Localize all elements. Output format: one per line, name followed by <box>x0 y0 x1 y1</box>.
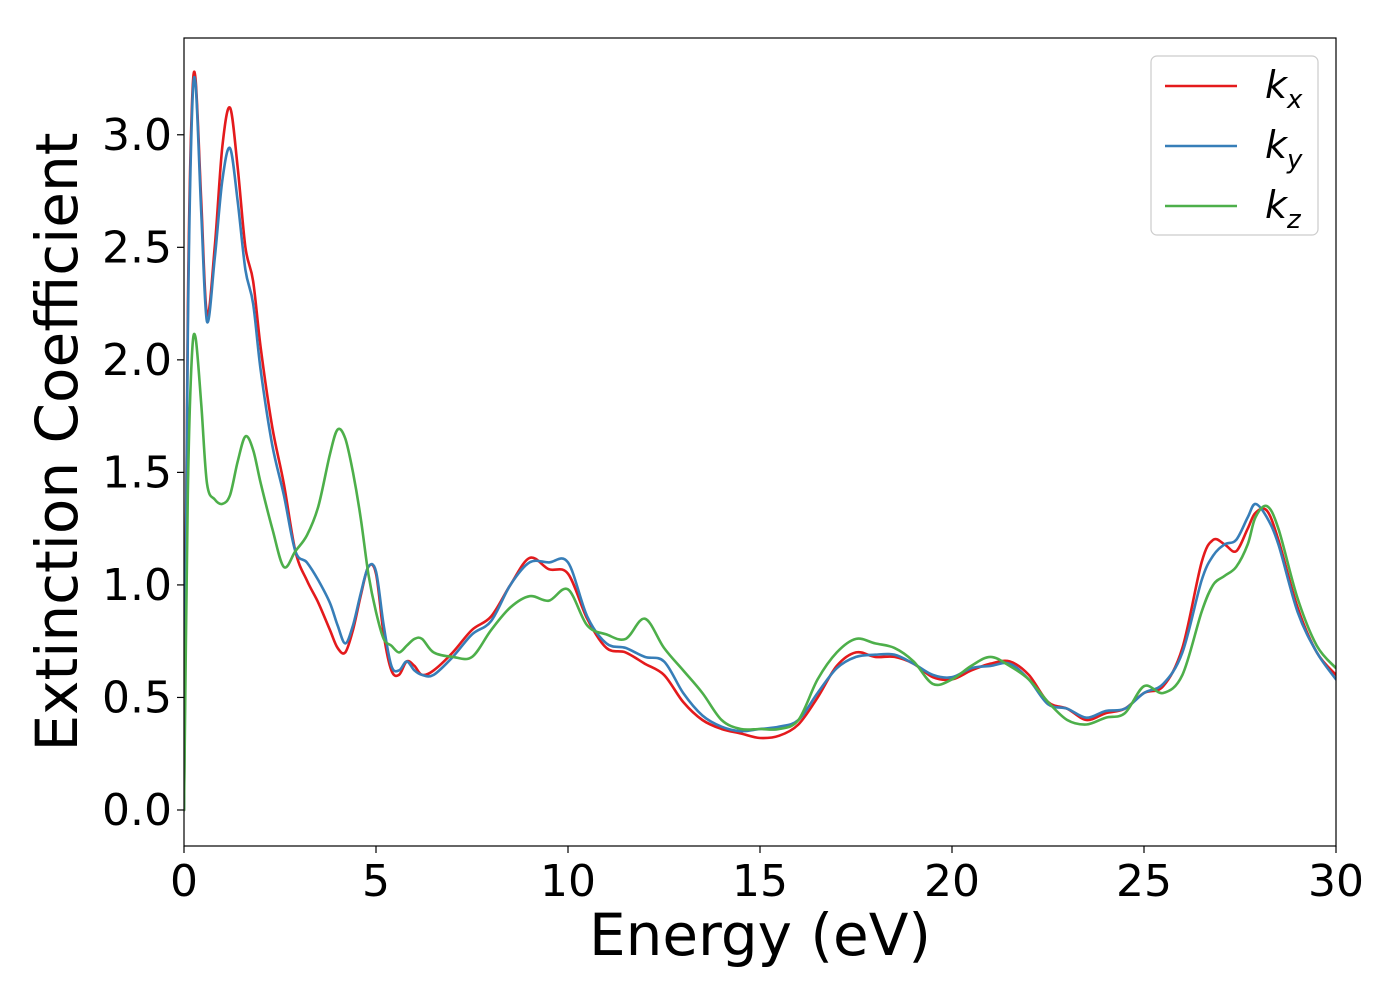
legend: kx ky kz <box>1150 55 1319 236</box>
legend-label-kz: kz <box>1265 183 1302 235</box>
y-tick-label: 1.0 <box>102 560 172 611</box>
legend-label-ky: ky <box>1265 123 1303 175</box>
y-tick-label: 3.0 <box>102 110 172 161</box>
y-tick-label: 0.0 <box>102 785 172 836</box>
series-line-ky <box>184 75 1336 812</box>
x-axis-ticks: 0 5 10 15 20 25 30 <box>170 846 1364 907</box>
x-tick-label: 10 <box>540 856 596 907</box>
x-tick-label: 5 <box>362 856 390 907</box>
x-tick-label: 25 <box>1116 856 1172 907</box>
x-tick-label: 20 <box>924 856 980 907</box>
series-line-kz <box>184 332 1336 812</box>
x-axis-title: Energy (eV) <box>589 901 931 969</box>
plot-area <box>184 38 1336 846</box>
series-lines <box>184 70 1336 812</box>
x-tick-label: 15 <box>732 856 788 907</box>
y-axis-title: Extinction Coefficient <box>23 133 91 752</box>
y-axis-ticks: 0.0 0.5 1.0 1.5 2.0 2.5 3.0 <box>102 110 184 836</box>
y-tick-label: 2.5 <box>102 222 172 273</box>
y-tick-label: 0.5 <box>102 672 172 723</box>
y-tick-label: 2.0 <box>102 335 172 386</box>
legend-label-kx: kx <box>1265 63 1303 115</box>
x-tick-label: 30 <box>1308 856 1364 907</box>
x-tick-label: 0 <box>170 856 198 907</box>
y-tick-label: 1.5 <box>102 447 172 498</box>
